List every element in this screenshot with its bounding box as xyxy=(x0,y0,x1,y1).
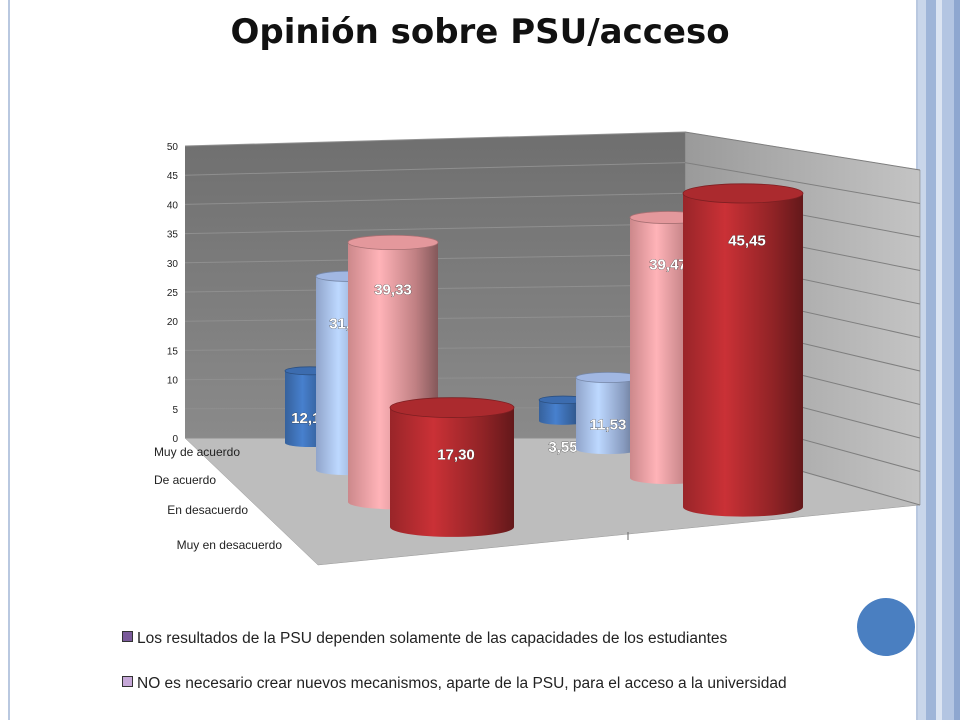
gridline-back xyxy=(184,223,686,235)
chart-title: Opinión sobre PSU/acceso xyxy=(230,12,730,52)
bar-body xyxy=(576,377,640,455)
y-tick-label: 35 xyxy=(167,230,179,241)
depth-axis-label: Muy de acuerdo xyxy=(154,445,240,459)
legend-item-1: Los resultados de la PSU dependen solame… xyxy=(122,630,727,648)
gridline-back xyxy=(184,192,686,205)
data-label: 39,47 xyxy=(649,256,687,273)
depth-axis-label: En desacuerdo xyxy=(167,503,248,517)
y-tick-label: 50 xyxy=(167,142,179,153)
bar-0-3: 17,30 xyxy=(389,397,515,537)
data-label: 45,45 xyxy=(728,232,766,249)
gridline-side xyxy=(684,131,921,171)
y-tick-label: 0 xyxy=(172,434,178,445)
y-tick-label: 25 xyxy=(167,288,179,299)
bar-top xyxy=(682,183,804,204)
y-tick-label: 15 xyxy=(167,346,179,357)
bar-body xyxy=(683,193,803,517)
y-tick-label: 5 xyxy=(172,405,178,416)
bar-body xyxy=(539,399,587,425)
data-label: 17,30 xyxy=(437,447,475,464)
gridline-back xyxy=(184,162,686,176)
legend-label-1: Los resultados de la PSU dependen solame… xyxy=(137,630,728,647)
legend-swatch-1 xyxy=(122,631,133,642)
y-tick-label: 30 xyxy=(167,259,179,270)
gridline-back xyxy=(184,131,686,147)
y-tick-label: 20 xyxy=(167,317,179,328)
side-decoration xyxy=(918,0,960,720)
bar-top xyxy=(389,397,515,418)
y-tick-label: 40 xyxy=(167,200,179,211)
bar-body xyxy=(389,407,514,537)
depth-axis-label: De acuerdo xyxy=(154,473,216,487)
decorative-circle xyxy=(857,598,915,656)
y-tick-label: 10 xyxy=(167,376,179,387)
legend-item-2: NO es necesario crear nuevos mecanismos,… xyxy=(122,675,787,693)
bar-1-0: 3,55 xyxy=(538,395,588,456)
legend-label-2: NO es necesario crear nuevos mecanismos,… xyxy=(137,675,787,692)
data-label: 11,53 xyxy=(590,417,627,434)
data-label: 39,33 xyxy=(374,281,412,298)
depth-axis-label: Muy en desacuerdo xyxy=(177,538,283,552)
legend-swatch-2 xyxy=(122,676,133,687)
gridline-side xyxy=(684,162,921,204)
bar-1-1: 11,53 xyxy=(575,371,641,455)
data-label: 3,55 xyxy=(548,439,577,456)
y-tick-label: 45 xyxy=(167,171,179,182)
bar-1-3: 45,45 xyxy=(682,183,804,517)
bar-top xyxy=(347,234,439,251)
